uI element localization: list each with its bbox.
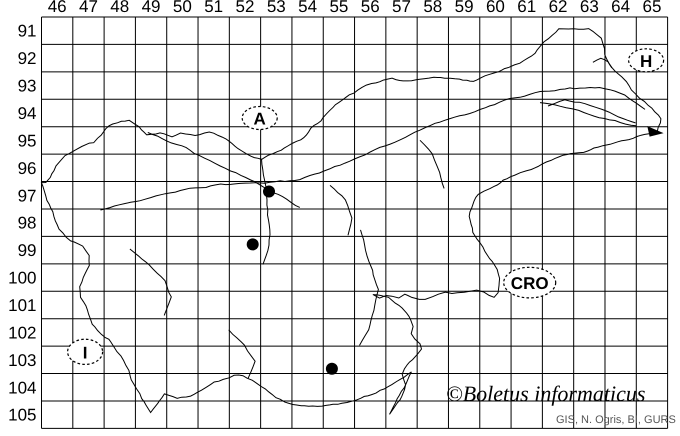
svg-text:H: H — [640, 52, 652, 71]
svg-text:92: 92 — [18, 49, 37, 68]
svg-text:93: 93 — [18, 77, 37, 96]
svg-text:GIS, N. Ogris, BI, GURS: GIS, N. Ogris, BI, GURS — [556, 414, 676, 426]
svg-text:49: 49 — [142, 0, 161, 16]
svg-text:©Boletus informaticus: ©Boletus informaticus — [446, 381, 645, 406]
svg-text:95: 95 — [18, 131, 37, 150]
svg-text:46: 46 — [48, 0, 67, 16]
svg-text:48: 48 — [110, 0, 129, 16]
svg-text:58: 58 — [423, 0, 442, 16]
svg-text:59: 59 — [455, 0, 474, 16]
svg-text:54: 54 — [298, 0, 317, 16]
svg-text:65: 65 — [642, 0, 661, 16]
svg-text:97: 97 — [18, 186, 37, 205]
svg-text:61: 61 — [517, 0, 536, 16]
svg-text:50: 50 — [173, 0, 192, 16]
svg-text:51: 51 — [204, 0, 223, 16]
svg-text:63: 63 — [580, 0, 599, 16]
svg-text:57: 57 — [392, 0, 411, 16]
svg-text:101: 101 — [8, 296, 36, 315]
svg-text:55: 55 — [329, 0, 348, 16]
svg-text:99: 99 — [18, 241, 37, 260]
svg-text:104: 104 — [8, 378, 36, 397]
svg-text:102: 102 — [8, 323, 36, 342]
svg-text:60: 60 — [486, 0, 505, 16]
svg-text:62: 62 — [549, 0, 568, 16]
svg-text:94: 94 — [18, 104, 37, 123]
svg-text:CRO: CRO — [511, 274, 549, 293]
svg-text:64: 64 — [611, 0, 630, 16]
svg-text:105: 105 — [8, 406, 36, 425]
svg-text:100: 100 — [8, 269, 36, 288]
svg-text:96: 96 — [18, 159, 37, 178]
svg-text:91: 91 — [18, 22, 37, 41]
svg-text:52: 52 — [236, 0, 255, 16]
svg-text:47: 47 — [79, 0, 98, 16]
svg-text:53: 53 — [267, 0, 286, 16]
svg-text:56: 56 — [361, 0, 380, 16]
svg-text:103: 103 — [8, 351, 36, 370]
svg-text:98: 98 — [18, 214, 37, 233]
svg-text:A: A — [254, 110, 266, 129]
svg-text:I: I — [83, 343, 88, 362]
